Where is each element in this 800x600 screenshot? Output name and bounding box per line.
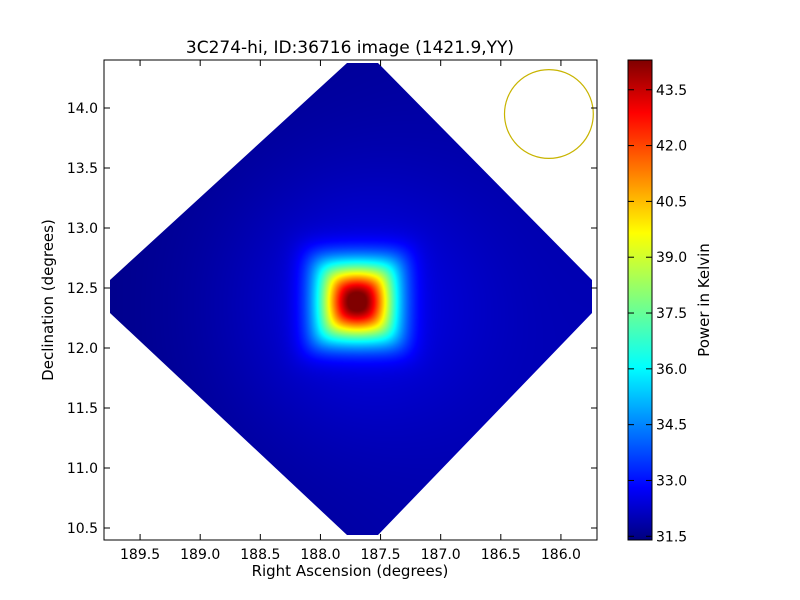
y-tick-label: 10.5: [67, 521, 98, 537]
x-tick-label: 186.0: [541, 547, 581, 563]
x-tick-label: 189.0: [180, 547, 220, 563]
y-tick-label: 11.5: [67, 401, 98, 417]
y-axis-label: Declination (degrees): [39, 219, 57, 381]
y-tick-label: 12.0: [67, 341, 98, 357]
y-tick-label: 13.5: [67, 161, 98, 177]
colorbar-tick-label: 34.5: [656, 418, 687, 434]
beam-circle: [503, 68, 594, 160]
y-tick-label: 12.5: [67, 281, 98, 297]
y-tick-label: 13.0: [67, 221, 98, 237]
plot-frame: [103, 59, 598, 541]
colorbar-tick-label: 36.0: [656, 362, 687, 378]
heatmap-image: [110, 63, 592, 535]
colorbar-label: Power in Kelvin: [695, 243, 713, 357]
y-axis-ticks: 10.5 11.0 11.5 12.0 12.5 13.0 13.5 14.0: [67, 101, 597, 537]
x-tick-label: 188.5: [240, 547, 280, 563]
x-axis-label: Right Ascension (degrees): [252, 562, 449, 580]
x-tick-label: 187.0: [421, 547, 461, 563]
colorbar: [627, 59, 653, 541]
x-axis-ticks: 189.5 189.0 188.5 188.0 187.5 187.0 186.5 186.0: [120, 60, 581, 563]
x-tick-label: 188.0: [300, 547, 340, 563]
colorbar-tick-label: 33.0: [656, 473, 687, 489]
x-tick-label: 187.5: [361, 547, 401, 563]
y-tick-label: 14.0: [67, 101, 98, 117]
chart-title: 3C274-hi, ID:36716 image (1421.9,YY): [186, 38, 514, 58]
x-tick-label: 186.5: [481, 547, 521, 563]
colorbar-tick-label: 43.5: [656, 83, 687, 99]
colorbar-ticks: 31.5 33.0 34.5 36.0 37.5 39.0 40.5 42.0 43.5: [628, 83, 687, 545]
colorbar-tick-label: 40.5: [656, 194, 687, 210]
colorbar-tick-label: 39.0: [656, 250, 687, 266]
colorbar-tick-label: 42.0: [656, 139, 687, 155]
y-tick-label: 11.0: [67, 461, 98, 477]
colorbar-tick-label: 31.5: [656, 529, 687, 545]
x-tick-label: 189.5: [120, 547, 160, 563]
colorbar-tick-label: 37.5: [656, 306, 687, 322]
